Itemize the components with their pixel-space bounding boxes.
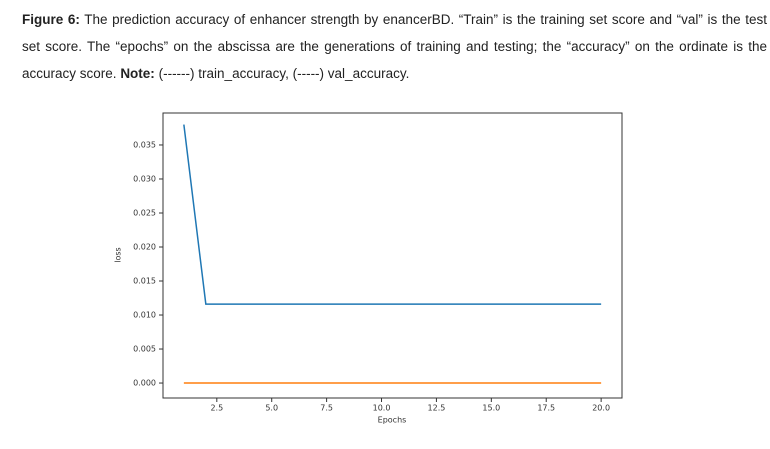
x-tick-label: 2.5 — [210, 404, 223, 413]
x-tick-label: 10.0 — [373, 404, 391, 413]
caption: Figure 6: The prediction accuracy of enh… — [22, 6, 767, 87]
note-label: Note: — [120, 66, 155, 81]
x-tick-label: 15.0 — [482, 404, 500, 413]
y-tick-label: 0.015 — [133, 277, 156, 286]
x-axis-label: Epochs — [378, 416, 407, 425]
y-axis-label: loss — [114, 247, 123, 262]
x-tick-label: 5.0 — [265, 404, 278, 413]
x-tick-label: 17.5 — [537, 404, 555, 413]
y-tick-label: 0.035 — [133, 140, 156, 149]
caption-label: Figure 6: — [22, 12, 80, 27]
x-tick-label: 20.0 — [592, 404, 610, 413]
y-tick-label: 0.020 — [133, 242, 156, 251]
plot-frame — [162, 112, 623, 399]
caption-text: The prediction accuracy of enhancer stre… — [22, 12, 767, 81]
y-tick-label: 0.005 — [133, 345, 156, 354]
y-tick-label: 0.000 — [133, 379, 156, 388]
y-tick-label: 0.010 — [133, 311, 156, 320]
x-tick-label: 12.5 — [428, 404, 446, 413]
y-tick-label: 0.025 — [133, 208, 156, 217]
data-line — [183, 124, 602, 305]
y-tick-label: 0.030 — [133, 174, 156, 183]
x-tick-label: 7.5 — [320, 404, 333, 413]
note-text: (------) train_accuracy, (-----) val_acc… — [158, 66, 410, 81]
